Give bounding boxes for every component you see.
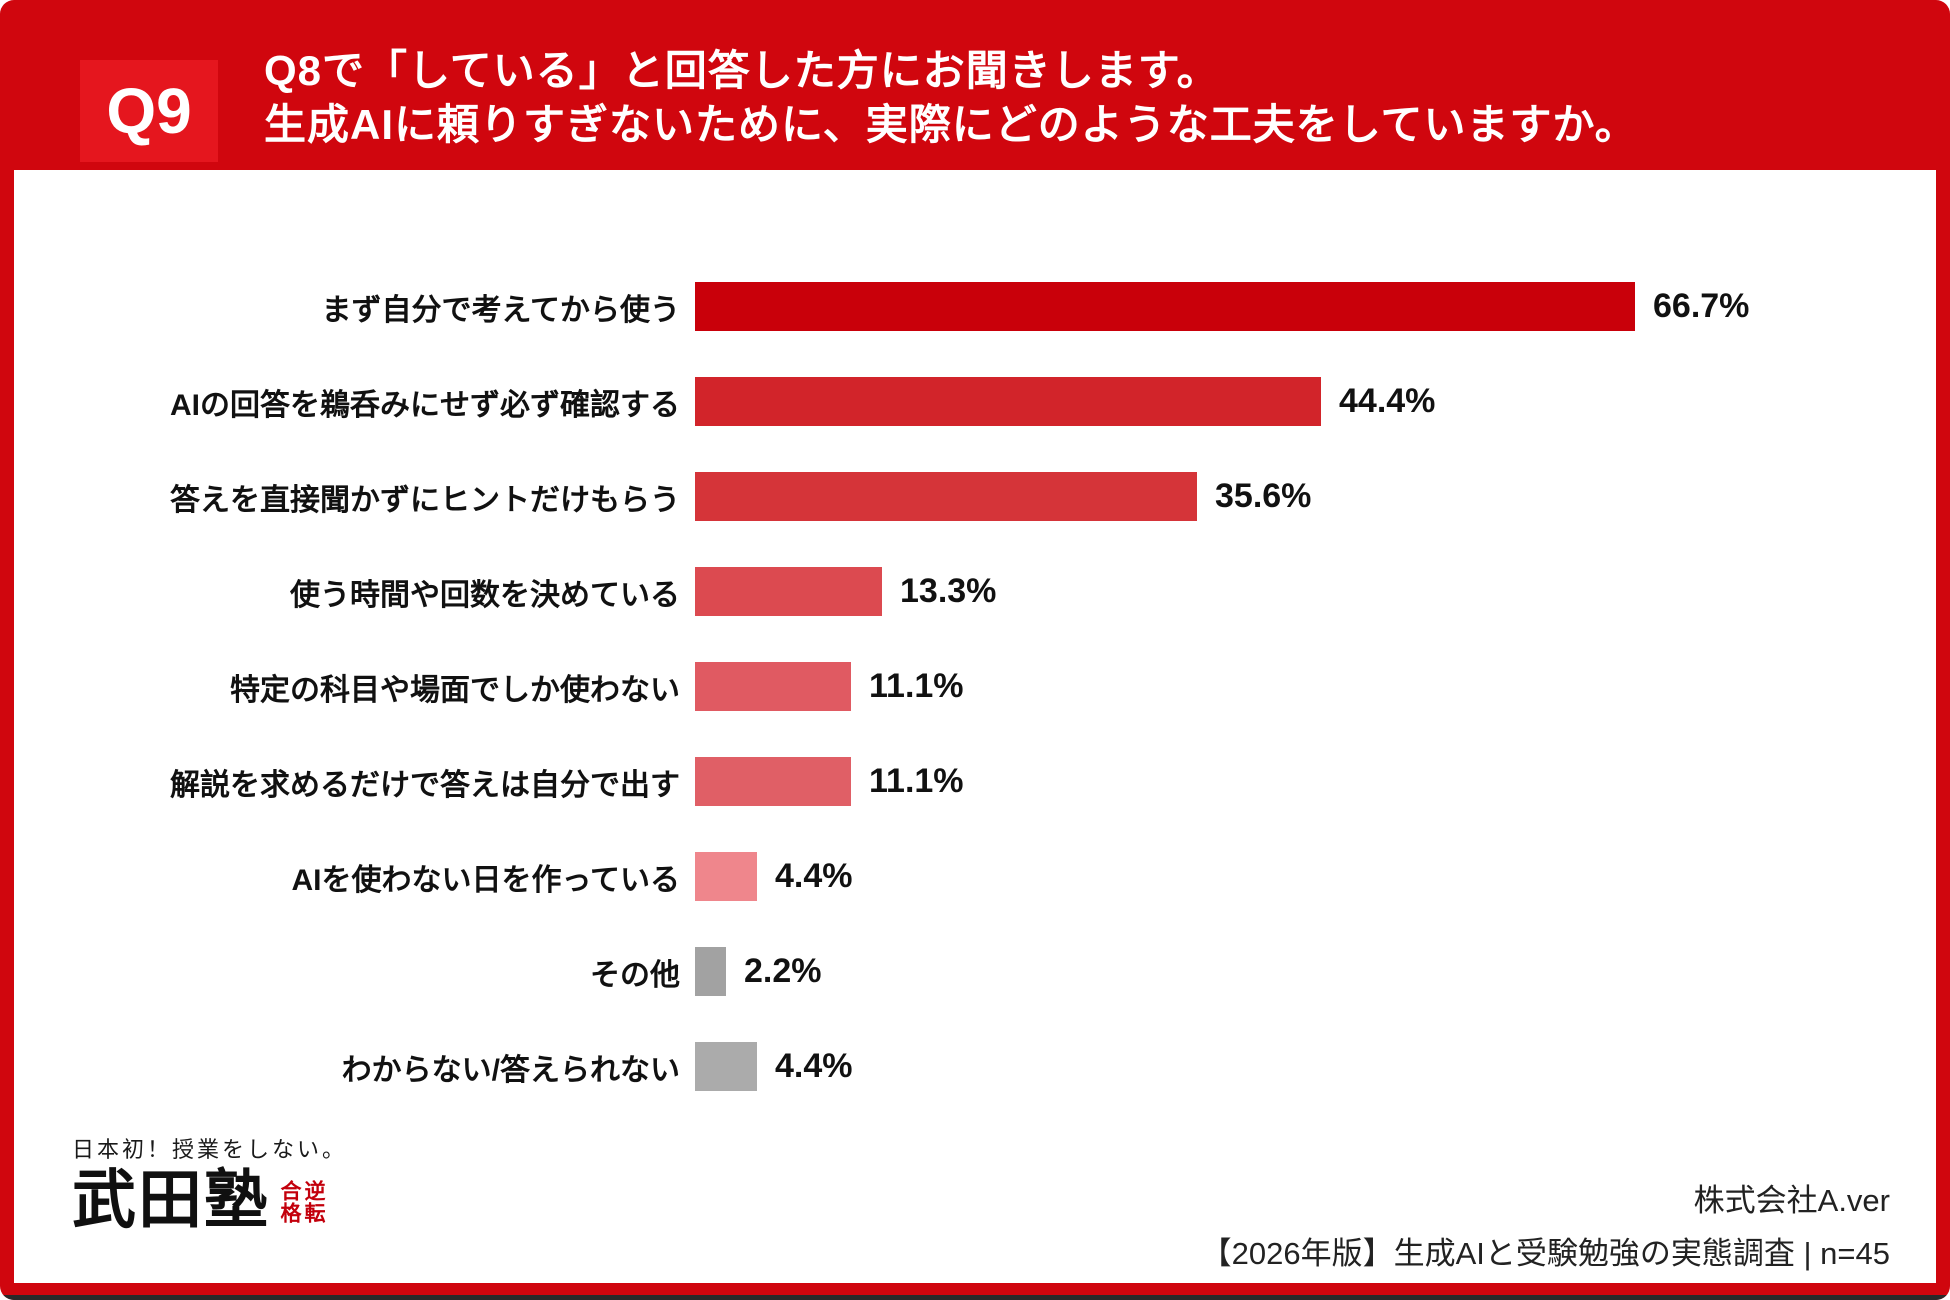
chart-row: AIを使わない日を作っている 4.4%	[14, 829, 1936, 924]
bar	[695, 757, 851, 806]
logo-seal-stamp: 逆転合格	[278, 1180, 327, 1224]
chart-row: 使う時間や回数を決めている 13.3%	[14, 544, 1936, 639]
bar-value: 2.2%	[744, 952, 822, 990]
question-title-line2: 生成AIに頼りすぎないために、実際にどのような工夫をしていますか。	[264, 101, 1638, 148]
question-badge: Q9	[80, 60, 218, 162]
credits: 株式会社A.ver 【2026年版】生成AIと受験勉強の実態調査 | n=45	[1201, 1175, 1890, 1273]
credit-company: 株式会社A.ver	[1693, 1183, 1890, 1218]
bar	[695, 1042, 757, 1091]
bar-value: 35.6%	[1215, 477, 1312, 515]
bar-label: 答えを直接聞かずにヒントだけもらう	[170, 483, 680, 517]
chart-row: 答えを直接聞かずにヒントだけもらう 35.6%	[14, 449, 1936, 544]
credit-survey: 【2026年版】生成AIと受験勉強の実態調査 | n=45	[1200, 1236, 1890, 1271]
bar	[695, 662, 851, 711]
bar-value: 44.4%	[1339, 382, 1436, 420]
bar-label: 解説を求めるだけで答えは自分で出す	[170, 768, 680, 802]
chart-row: その他 2.2%	[14, 924, 1936, 1019]
bar	[695, 852, 757, 901]
bar-label: わからない/答えられない	[341, 1053, 680, 1087]
bar-value: 66.7%	[1653, 287, 1750, 325]
chart-panel: まず自分で考えてから使う 66.7% AIの回答を鵜呑みにせず必ず確認する 44.4%…	[14, 170, 1936, 1283]
bar-label: 使う時間や回数を決めている	[290, 578, 680, 612]
bar-value: 11.1%	[869, 762, 964, 800]
bar-value: 11.1%	[869, 667, 964, 705]
bar	[695, 567, 882, 616]
bar-label: その他	[590, 958, 680, 992]
bar-value: 4.4%	[775, 857, 853, 895]
bar-label: まず自分で考えてから使う	[321, 293, 681, 327]
window-edge-shadow	[0, 1295, 1950, 1300]
bar-label: AIの回答を鵜呑みにせず必ず確認する	[170, 388, 680, 422]
question-title-line1: Q8で「している」と回答した方にお聞きします。	[264, 47, 1220, 94]
bar	[695, 472, 1197, 521]
bar-label: 特定の科目や場面でしか使わない	[230, 673, 680, 707]
bar-label: AIを使わない日を作っている	[291, 863, 681, 897]
chart-row: 特定の科目や場面でしか使わない 11.1%	[14, 639, 1936, 734]
logo-name-row: 武田塾 逆転合格	[72, 1166, 347, 1236]
bar	[695, 377, 1321, 426]
chart-row: わからない/答えられない 4.4%	[14, 1019, 1936, 1114]
bar	[695, 282, 1635, 331]
bar-value: 13.3%	[900, 572, 997, 610]
chart-row: まず自分で考えてから使う 66.7%	[14, 259, 1936, 354]
bar-value: 4.4%	[775, 1047, 853, 1085]
logo-tagline: 日本初！授業をしない。	[72, 1138, 348, 1163]
takeda-juku-logo: 日本初！授業をしない。 武田塾 逆転合格	[72, 1132, 347, 1236]
question-header: Q9 Q8で「している」と回答した方にお聞きします。 生成AIに頼りすぎないため…	[0, 0, 1950, 170]
question-title: Q8で「している」と回答した方にお聞きします。 生成AIに頼りすぎないために、実…	[264, 44, 1638, 152]
chart-rows: まず自分で考えてから使う 66.7% AIの回答を鵜呑みにせず必ず確認する 44.4%…	[14, 259, 1936, 1114]
logo-name: 武田塾	[72, 1163, 270, 1238]
chart-row: AIの回答を鵜呑みにせず必ず確認する 44.4%	[14, 354, 1936, 449]
chart-row: 解説を求めるだけで答えは自分で出す 11.1%	[14, 734, 1936, 829]
bar	[695, 947, 726, 996]
